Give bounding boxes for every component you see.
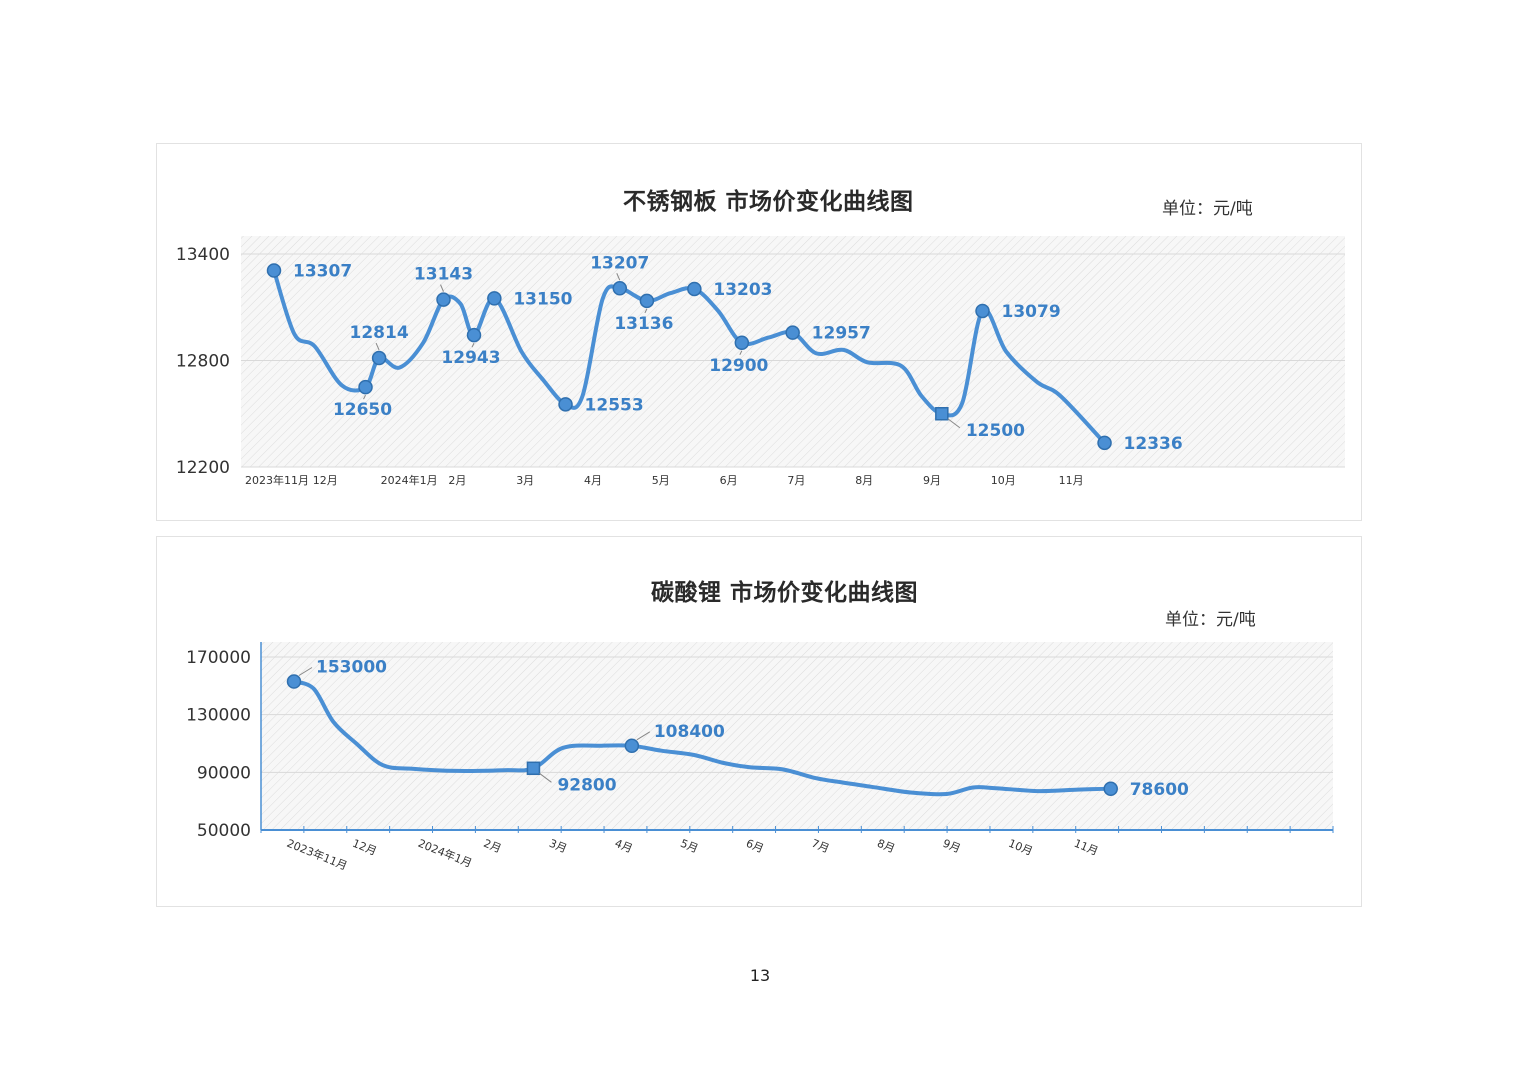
- data-label: 153000: [316, 658, 387, 678]
- lithium-carbonate-line-chart: 170000 130000 90000 50000 2023年11月 12月 2024年1月…: [186, 642, 1334, 873]
- x-tick-label: 2月: [482, 837, 504, 856]
- x-tick-label: 2024年1月: [381, 473, 438, 487]
- data-label: 12900: [709, 356, 768, 376]
- data-label-leader: [298, 667, 313, 676]
- data-label-leader: [947, 418, 961, 429]
- data-label-leader: [539, 772, 552, 783]
- data-point-marker: [975, 303, 990, 319]
- page-number: 13: [749, 966, 771, 985]
- x-tick-label: 8月: [855, 474, 873, 487]
- x-tick-label: 12月: [350, 837, 378, 858]
- x-tick-label: 3月: [516, 474, 534, 487]
- x-tick-label: 6月: [720, 474, 738, 487]
- x-tick-label: 4月: [613, 837, 635, 856]
- y-tick-label: 12800: [176, 352, 230, 372]
- data-point-marker: [286, 674, 302, 689]
- x-tick-label: 2月: [448, 474, 466, 487]
- x-tick-label: 7月: [787, 474, 805, 487]
- data-point-marker: [487, 291, 502, 306]
- data-point-marker: [639, 293, 655, 309]
- data-point-marker: [558, 397, 573, 412]
- data-point-marker: [1097, 435, 1112, 451]
- data-label: 12553: [585, 395, 644, 415]
- data-point-marker: [466, 327, 482, 343]
- chart-panel-lithium-carbonate: 碳酸锂 市场价变化曲线图 单位：元/吨 170000 130000 90000 500…: [156, 536, 1362, 907]
- x-tick-label: 9月: [923, 474, 941, 487]
- data-label: 13150: [513, 289, 572, 309]
- y-tick-label: 170000: [186, 648, 251, 668]
- data-point-marker: [266, 263, 282, 278]
- data-label: 13307: [293, 262, 352, 282]
- x-tick-label: 3月: [547, 837, 569, 856]
- data-point-marker: [785, 325, 800, 340]
- data-label-leader: [363, 394, 366, 400]
- data-point-marker: [624, 738, 640, 754]
- y-tick-label: 12200: [176, 458, 230, 478]
- data-point-marker: [436, 292, 451, 307]
- data-label: 13136: [614, 314, 673, 334]
- data-label-leader: [636, 731, 651, 741]
- y-tick-label: 50000: [197, 821, 251, 841]
- data-label: 12500: [966, 421, 1025, 441]
- data-label-leader: [739, 350, 743, 355]
- data-label: 12957: [812, 324, 871, 344]
- y-tick-label: 13400: [176, 245, 230, 265]
- x-tick-label: 2024年1月: [416, 836, 474, 870]
- data-label: 13143: [414, 265, 473, 285]
- data-label-leader: [375, 342, 380, 351]
- x-tick-label: 2023年11月: [285, 836, 350, 873]
- x-tick-label: 10月: [991, 474, 1016, 487]
- data-point-marker: [371, 350, 387, 366]
- data-label-leader: [616, 273, 621, 281]
- data-label-leader: [471, 342, 475, 348]
- data-label: 12814: [350, 323, 409, 343]
- x-tick-label: 4月: [584, 474, 602, 487]
- chart-panel-stainless-steel: 不锈钢板 市场价变化曲线图 单位：元/吨 13400 12800 12200 2023…: [156, 143, 1362, 521]
- x-tick-label: 10月: [1006, 837, 1034, 858]
- data-label-leader: [644, 308, 648, 314]
- data-label: 92800: [557, 775, 616, 795]
- data-point-marker: [1103, 781, 1118, 797]
- data-label: 13203: [713, 280, 772, 300]
- data-point-marker: [687, 281, 702, 297]
- data-label: 13079: [1002, 302, 1061, 322]
- data-label: 108400: [654, 722, 725, 742]
- data-point-marker: [612, 281, 628, 296]
- chart-title: 不锈钢板 市场价变化曲线图: [623, 189, 914, 215]
- plot-hatch: [261, 642, 1333, 830]
- x-tick-label: 9月: [941, 837, 963, 856]
- x-tick-label: 5月: [678, 837, 700, 856]
- x-tick-label: 11月: [1072, 837, 1100, 858]
- x-tick-label: 8月: [875, 837, 897, 856]
- plot-hatch: [241, 236, 1345, 467]
- data-label: 12943: [441, 348, 500, 368]
- data-point-marker: [358, 379, 373, 395]
- data-label: 13207: [590, 253, 649, 273]
- unit-label: 单位：元/吨: [1165, 610, 1256, 630]
- data-point-square-marker: [526, 761, 541, 776]
- data-point-square-marker: [935, 407, 949, 421]
- x-tick-label: 12月: [313, 474, 338, 487]
- x-tick-label: 6月: [744, 837, 766, 856]
- x-tick-label: 11月: [1059, 474, 1084, 487]
- data-point-marker: [734, 335, 750, 350]
- x-tick-label: 5月: [652, 474, 670, 487]
- series-line: [292, 679, 1113, 797]
- y-tick-label: 90000: [197, 763, 251, 783]
- y-tick-label: 130000: [186, 706, 251, 726]
- chart-title: 碳酸锂 市场价变化曲线图: [651, 580, 919, 606]
- data-label-leader: [440, 284, 444, 292]
- stainless-steel-line-chart: 13400 12800 12200 2023年11月 12月 2024年1月 2月 3月 4月 5…: [176, 236, 1345, 487]
- x-tick-label: 7月: [810, 837, 832, 856]
- data-label: 12650: [333, 400, 392, 420]
- x-tick-label: 2023年11月: [245, 473, 309, 487]
- data-label: 12336: [1124, 434, 1183, 454]
- unit-label: 单位：元/吨: [1162, 199, 1253, 219]
- data-label: 78600: [1130, 780, 1189, 800]
